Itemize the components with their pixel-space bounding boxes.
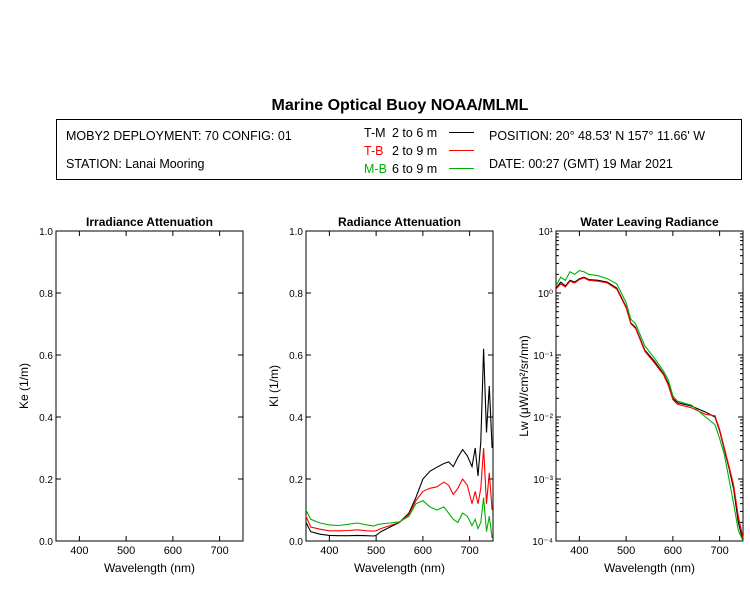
chart3-ytick-label: 10⁻³: [533, 475, 553, 486]
chart3-ytick-label: 10⁻¹: [533, 351, 553, 362]
chart2-frame: [305, 230, 494, 542]
chart2-title: Radiance Attenuation: [338, 215, 461, 229]
chart2-xtick-label: 700: [460, 545, 478, 557]
chart3-xtick-label: 400: [570, 545, 588, 557]
chart3-xlabel: Wavelength (nm): [604, 561, 695, 575]
chart2-ylabel: Kl (1/m): [267, 365, 281, 407]
chart1-ytick-label: 1.0: [39, 227, 53, 238]
chart1-xtick-label: 700: [210, 545, 228, 557]
page-title: Marine Optical Buoy NOAA/MLML: [271, 97, 529, 114]
chart2-ytick-label: 0.8: [289, 289, 303, 300]
chart1-title: Irradiance Attenuation: [86, 215, 213, 229]
chart1-xtick-label: 500: [117, 545, 135, 557]
chart3-ytick-label: 10⁻⁴: [532, 537, 553, 548]
legend-code-tm: T-M: [364, 126, 386, 140]
chart2-xlabel: Wavelength (nm): [354, 561, 445, 575]
chart3-title: Water Leaving Radiance: [580, 215, 719, 229]
chart3-xtick-label: 700: [710, 545, 728, 557]
chart2-ytick-label: 0.2: [289, 475, 303, 486]
chart3-xtick-label: 600: [664, 545, 682, 557]
chart1-ytick-label: 0.2: [39, 475, 53, 486]
chart1-ytick-label: 0.0: [39, 537, 53, 548]
legend-line-mb: [449, 168, 474, 169]
chart1-ytick-label: 0.4: [39, 413, 53, 424]
chart1-xtick-label: 600: [164, 545, 182, 557]
legend-range-tm: 2 to 6 m: [392, 126, 438, 140]
legend-range-tb: 2 to 9 m: [392, 144, 438, 158]
chart1-ytick-label: 0.6: [39, 351, 53, 362]
chart3-ytick-label: 10⁰: [538, 289, 553, 300]
chart3-series-m-b: [555, 269, 744, 542]
chart3-xtick-label: 500: [617, 545, 635, 557]
chart1-frame: [55, 230, 244, 542]
chart2-series-t-b: [305, 447, 493, 532]
chart2-xtick-label: 400: [320, 545, 338, 557]
legend-range-mb: 6 to 9 m: [392, 162, 438, 176]
position-label: POSITION: 20° 48.53' N 157° 11.66' W: [489, 129, 706, 143]
chart2-xtick-label: 500: [367, 545, 385, 557]
chart2-ytick-label: 0.6: [289, 351, 303, 362]
station-label: STATION: Lanai Mooring: [66, 157, 205, 171]
chart3-series-t-m: [555, 276, 744, 542]
chart1-ylabel: Ke (1/m): [17, 363, 31, 409]
chart1-xlabel: Wavelength (nm): [104, 561, 195, 575]
chart2-series-m-b: [305, 497, 493, 538]
chart3-series-t-b: [555, 277, 744, 539]
chart2-ytick-label: 0.4: [289, 413, 303, 424]
chart2-ytick-label: 1.0: [289, 227, 303, 238]
chart3-ytick-label: 10¹: [539, 227, 554, 238]
chart2-xtick-label: 600: [414, 545, 432, 557]
legend-code-tb: T-B: [364, 144, 384, 158]
chart1-xtick-label: 400: [70, 545, 88, 557]
chart1-ytick-label: 0.8: [39, 289, 53, 300]
deployment-label: MOBY2 DEPLOYMENT: 70 CONFIG: 01: [66, 129, 292, 143]
chart3-ytick-label: 10⁻²: [533, 413, 553, 424]
chart3-ylabel: Lw (μW/cm²/sr/nm): [517, 335, 531, 437]
chart2-ytick-label: 0.0: [289, 537, 303, 548]
legend-line-tm: [449, 132, 474, 133]
chart2-series-t-m: [305, 348, 493, 537]
legend-code-mb: M-B: [364, 162, 387, 176]
chart3-frame: [555, 230, 744, 542]
info-box: MOBY2 DEPLOYMENT: 70 CONFIG: 01 STATION:…: [56, 119, 742, 180]
legend-line-tb: [449, 150, 474, 151]
date-label: DATE: 00:27 (GMT) 19 Mar 2021: [489, 157, 673, 171]
